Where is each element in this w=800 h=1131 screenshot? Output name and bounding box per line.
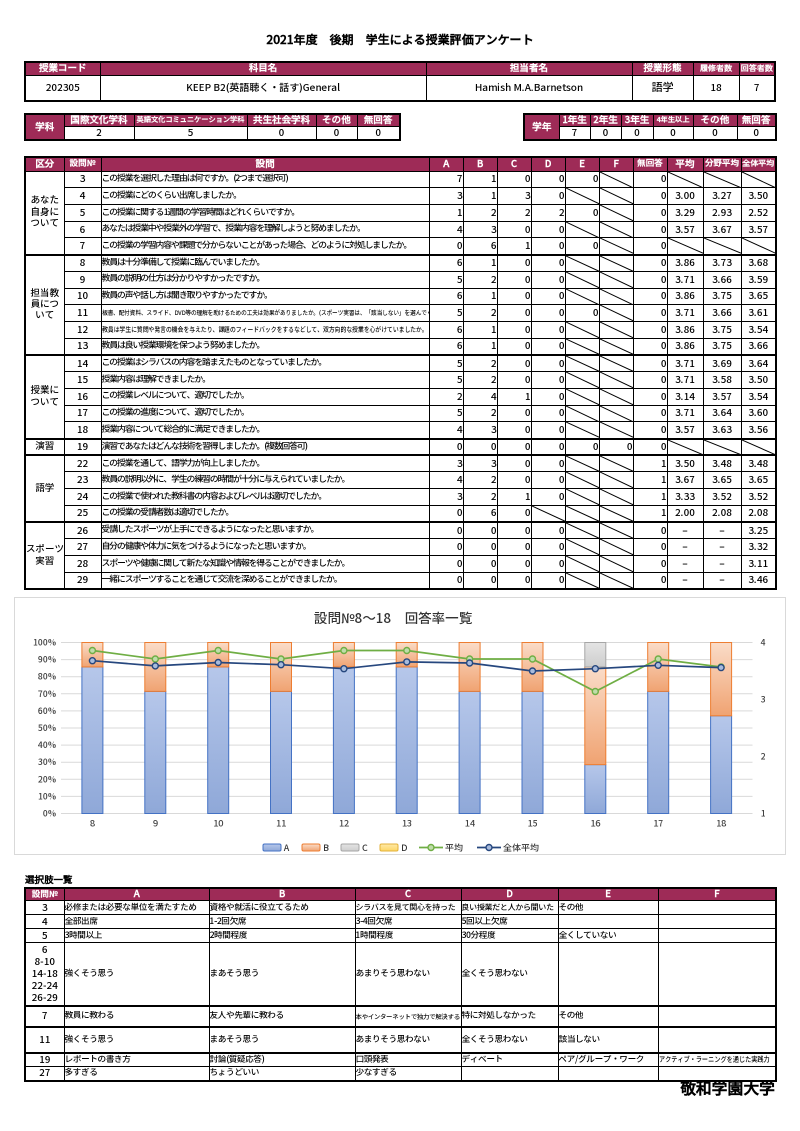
svg-text:15: 15	[527, 820, 537, 829]
svg-text:14: 14	[464, 820, 475, 829]
svg-text:70%: 70%	[38, 690, 57, 699]
svg-text:16: 16	[590, 820, 600, 829]
svg-text:100%: 100%	[33, 639, 57, 648]
svg-text:4: 4	[761, 639, 767, 648]
svg-text:B: B	[323, 844, 329, 853]
svg-text:10%: 10%	[38, 792, 57, 801]
svg-text:30%: 30%	[37, 758, 57, 767]
svg-text:11: 11	[276, 820, 286, 829]
svg-text:0%: 0%	[43, 810, 57, 819]
svg-text:8: 8	[90, 820, 95, 829]
svg-text:10: 10	[213, 820, 223, 829]
svg-text:40%: 40%	[38, 741, 57, 750]
svg-text:60%: 60%	[38, 707, 57, 716]
svg-text:平均: 平均	[445, 842, 463, 853]
svg-text:1: 1	[761, 810, 766, 819]
svg-text:設問№8～18 回答率一覧: 設問№8～18 回答率一覧	[314, 611, 473, 625]
svg-text:12: 12	[339, 820, 350, 829]
svg-text:全体平均: 全体平均	[503, 842, 539, 853]
svg-text:A: A	[284, 844, 290, 853]
svg-text:50%: 50%	[37, 724, 57, 733]
svg-text:3: 3	[760, 696, 766, 705]
svg-text:20%: 20%	[38, 775, 57, 784]
svg-text:17: 17	[653, 820, 663, 829]
svg-text:90%: 90%	[38, 656, 57, 665]
svg-text:2: 2	[761, 753, 767, 762]
svg-text:9: 9	[153, 820, 158, 829]
svg-text:C: C	[362, 844, 368, 853]
svg-text:18: 18	[716, 820, 726, 829]
svg-text:13: 13	[402, 820, 412, 829]
svg-text:D: D	[401, 844, 407, 853]
svg-text:80%: 80%	[38, 673, 57, 682]
